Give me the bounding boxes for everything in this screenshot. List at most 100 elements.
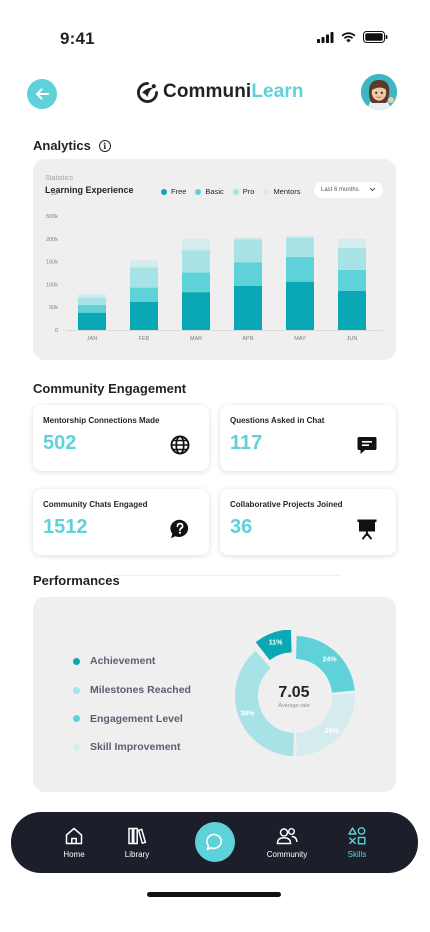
legend-label: Mentors xyxy=(273,187,301,196)
nav-item-community[interactable]: Community xyxy=(257,826,317,859)
donut-segment-label: 24% xyxy=(323,657,338,664)
bar-segment-free xyxy=(78,312,106,330)
library-icon xyxy=(128,827,147,845)
y-tick-label: 1M xyxy=(50,191,58,197)
user-avatar-icon xyxy=(361,74,397,110)
legend-label: Pro xyxy=(242,187,255,196)
home-icon xyxy=(65,827,83,845)
donut-center: 7.05 Average rate xyxy=(264,684,324,709)
bar-segment-free xyxy=(234,285,262,330)
chart-subtitle: Statistics xyxy=(45,175,74,182)
bar-segment-pro xyxy=(130,267,158,288)
bar-segment-free xyxy=(286,281,314,330)
analytics-chart-card: Statistics Learning Experience Free Basi… xyxy=(33,159,396,360)
presentation-board-icon xyxy=(357,519,377,540)
question-chat-icon xyxy=(170,519,189,539)
bar-segment-pro xyxy=(182,250,210,273)
x-tick-label: FEB xyxy=(139,336,150,342)
logo-icon xyxy=(137,81,158,103)
legend-label: Free xyxy=(171,187,187,196)
stat-label: Mentorship Connections Made xyxy=(43,416,160,425)
x-tick-label: JAN xyxy=(87,336,97,342)
info-icon[interactable]: i xyxy=(98,140,111,152)
bar-segment-basic xyxy=(286,257,314,282)
bar-segment-mentors xyxy=(78,293,106,298)
stat-value: 36 xyxy=(230,516,253,538)
donut-segment xyxy=(234,650,294,756)
performance-legend-item: Engagement Level xyxy=(73,704,191,733)
y-tick-label: 100k xyxy=(46,282,58,288)
logo-text-learn: Learn xyxy=(251,81,304,102)
nav-item-home[interactable]: Home xyxy=(44,826,104,859)
legend-dot xyxy=(73,715,80,723)
bar-segment-basic xyxy=(130,287,158,302)
donut-segment-label: 39% xyxy=(240,711,255,718)
legend-label: Milestones Reached xyxy=(90,684,191,697)
legend-item-basic: Basic xyxy=(195,187,224,196)
bar-segment-pro xyxy=(234,239,262,263)
stat-card-questions[interactable]: Questions Asked in Chat 117 xyxy=(220,405,396,471)
engagement-section-title: Community Engagement xyxy=(33,381,187,396)
bar-segment-basic xyxy=(182,272,210,293)
skills-icon xyxy=(348,827,366,845)
stat-card-projects[interactable]: Collaborative Projects Joined 36 xyxy=(220,489,396,555)
chevron-down-icon xyxy=(369,187,376,192)
status-icons xyxy=(317,31,388,43)
bar-segment-free xyxy=(182,292,210,330)
signal-icon xyxy=(317,31,334,43)
legend-label: Skill Improvement xyxy=(90,741,181,754)
period-select[interactable]: Last 6 months xyxy=(314,182,383,198)
stat-label: Community Chats Engaged xyxy=(43,500,148,509)
bar-segment-basic xyxy=(78,304,106,313)
legend-item-pro: Pro xyxy=(232,187,255,196)
legend-dot xyxy=(73,686,80,694)
nav-label: Library xyxy=(124,850,150,859)
app-logo: CommuniLearn xyxy=(137,81,304,103)
stat-card-chats[interactable]: Community Chats Engaged 1512 xyxy=(33,489,209,555)
donut-segment-label: 26% xyxy=(325,728,340,735)
status-time: 9:41 xyxy=(60,29,95,48)
donut-segment-label: 11% xyxy=(269,639,283,646)
bar-segment-mentors xyxy=(338,238,366,248)
chat-fab-button[interactable] xyxy=(195,822,235,862)
nav-item-skills[interactable]: Skills xyxy=(327,826,387,859)
x-tick-label: JUN xyxy=(347,336,358,342)
analytics-title-text: Analytics xyxy=(33,138,91,153)
analytics-section-title: Analytics i xyxy=(33,138,111,153)
back-button[interactable] xyxy=(27,79,57,109)
bar-segment-mentors xyxy=(234,237,262,240)
stat-card-mentorship[interactable]: Mentorship Connections Made 502 xyxy=(33,405,209,471)
bar-segment-mentors xyxy=(130,260,158,268)
bar-segment-free xyxy=(338,290,366,330)
chart-legend: Free Basic Pro Mentors xyxy=(161,187,301,196)
wifi-icon xyxy=(341,31,356,42)
bar-segment-mentors xyxy=(286,235,314,238)
legend-item-mentors: Mentors xyxy=(263,187,301,196)
chart-title: Learning Experience xyxy=(45,185,134,195)
average-rate-value: 7.05 xyxy=(278,684,310,701)
bar-segment-free xyxy=(130,301,158,330)
legend-label: Achievement xyxy=(90,655,156,668)
stat-label: Questions Asked in Chat xyxy=(230,416,325,425)
period-select-value: Last 6 months xyxy=(321,187,359,193)
bar-segment-basic xyxy=(234,262,262,286)
chat-bubble-icon xyxy=(206,833,223,851)
y-tick-label: 200k xyxy=(46,237,58,243)
divider xyxy=(110,575,340,576)
legend-dot xyxy=(73,657,80,665)
nav-item-library[interactable]: Library xyxy=(107,826,167,859)
donut-segment xyxy=(296,636,355,693)
nav-label: Home xyxy=(63,850,85,859)
bottom-nav: Home Library Community Skills xyxy=(11,812,418,873)
bar-segment-basic xyxy=(338,269,366,291)
y-tick-label: 50k xyxy=(49,305,58,311)
nav-label: Community xyxy=(266,850,308,859)
legend-label: Engagement Level xyxy=(90,712,183,725)
bar-segment-mentors xyxy=(182,238,210,251)
globe-icon xyxy=(170,435,190,455)
avatar[interactable] xyxy=(361,74,397,110)
app-header: CommuniLearn xyxy=(0,72,430,116)
community-icon xyxy=(276,828,298,845)
bar-chart: 0 50k 100k 150k 200k 500k 1M JAN FEB MAR APR MAY JUN xyxy=(46,191,383,342)
x-tick-label: APR xyxy=(242,336,253,342)
